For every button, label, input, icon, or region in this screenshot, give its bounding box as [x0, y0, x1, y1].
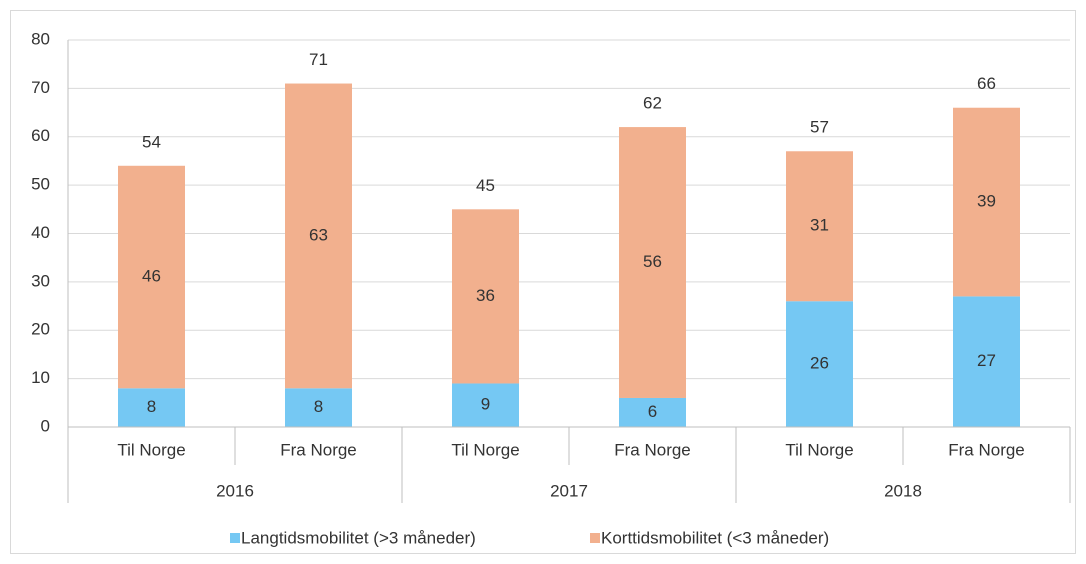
legend-swatch — [590, 533, 600, 543]
bar-segment — [953, 107, 1020, 297]
bar-segment — [285, 83, 352, 389]
total-label: 62 — [643, 94, 662, 113]
bar-segment — [619, 397, 686, 427]
y-tick-label: 10 — [31, 368, 50, 387]
x-tick-label: Til Norge — [785, 440, 853, 459]
data-label: 46 — [142, 267, 161, 286]
total-label: 54 — [142, 132, 161, 151]
data-label: 27 — [977, 351, 996, 370]
bar-segment — [118, 388, 185, 427]
data-label: 9 — [481, 395, 490, 414]
data-label: 63 — [309, 225, 328, 244]
y-tick-label: 30 — [31, 271, 50, 290]
legend-label: Langtidsmobilitet (>3 måneder) — [241, 528, 476, 547]
y-tick-label: 60 — [31, 126, 50, 145]
y-tick-label: 20 — [31, 320, 50, 339]
data-label: 8 — [314, 397, 323, 416]
legend-label: Korttidsmobilitet (<3 måneder) — [601, 528, 829, 547]
bar-segment — [452, 209, 519, 384]
bar-segment — [953, 296, 1020, 427]
y-tick-label: 0 — [41, 416, 50, 435]
bar-segment — [452, 383, 519, 427]
group-label: 2017 — [550, 481, 588, 500]
bar-segment — [118, 165, 185, 389]
group-label: 2016 — [216, 481, 254, 500]
data-label: 36 — [476, 286, 495, 305]
data-label: 39 — [977, 192, 996, 211]
legend-swatch — [230, 533, 240, 543]
bar-segment — [786, 301, 853, 427]
x-tick-label: Til Norge — [451, 440, 519, 459]
y-tick-label: 70 — [31, 78, 50, 97]
x-tick-label: Fra Norge — [948, 440, 1025, 459]
total-label: 66 — [977, 74, 996, 93]
total-label: 57 — [810, 118, 829, 137]
bar-segment — [619, 127, 686, 398]
bar-segment — [285, 388, 352, 427]
y-tick-label: 40 — [31, 223, 50, 242]
data-label: 31 — [810, 216, 829, 235]
x-tick-label: Fra Norge — [280, 440, 357, 459]
data-label: 26 — [810, 354, 829, 373]
total-label: 71 — [309, 50, 328, 69]
total-label: 45 — [476, 176, 495, 195]
data-label: 56 — [643, 252, 662, 271]
x-tick-label: Fra Norge — [614, 440, 691, 459]
bar-segment — [786, 151, 853, 302]
data-label: 8 — [147, 397, 156, 416]
y-tick-label: 50 — [31, 175, 50, 194]
y-tick-label: 80 — [31, 29, 50, 48]
x-tick-label: Til Norge — [117, 440, 185, 459]
data-label: 6 — [648, 402, 657, 421]
group-label: 2018 — [884, 481, 922, 500]
